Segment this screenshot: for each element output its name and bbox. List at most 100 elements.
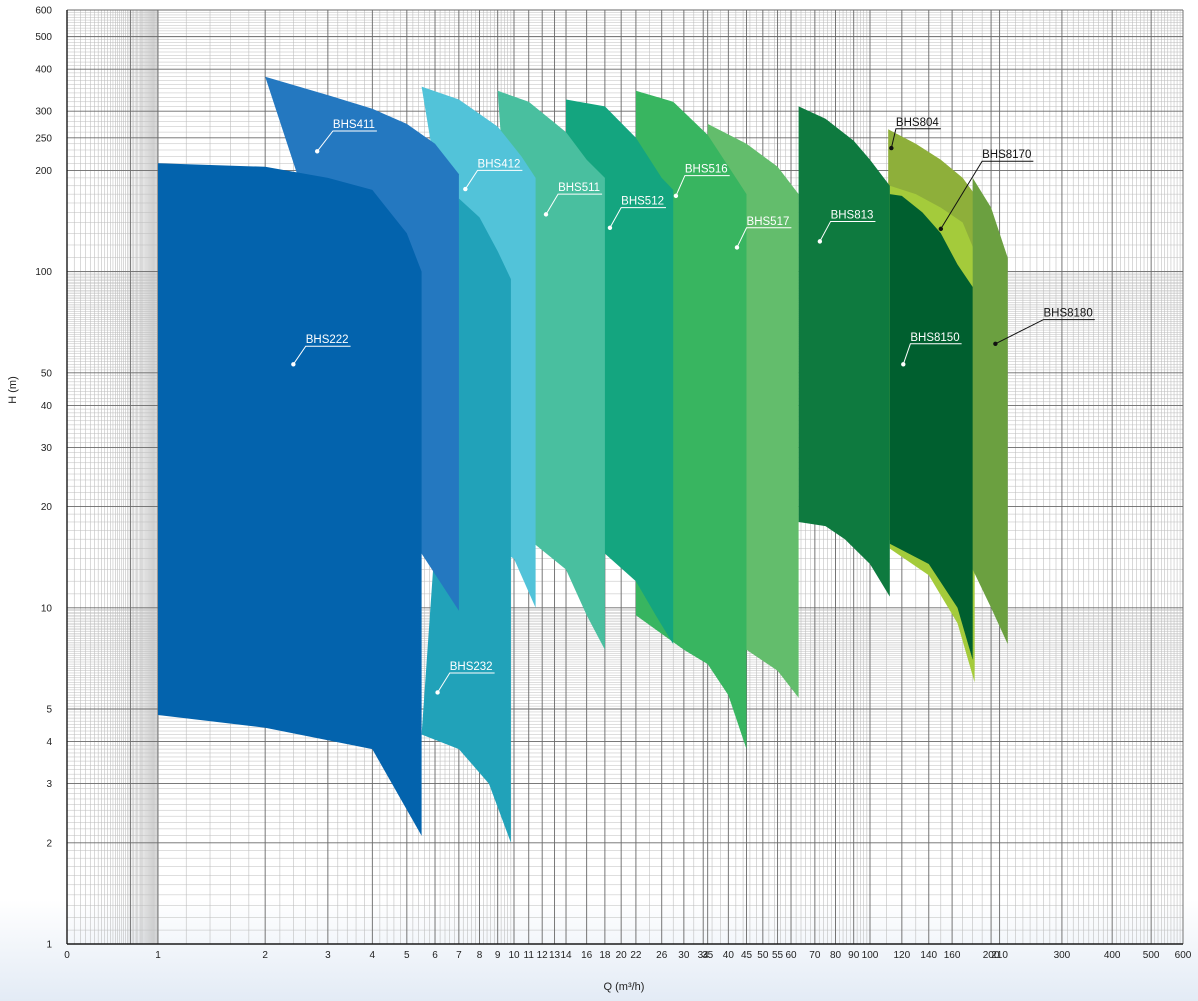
x-tick-label: 7 (456, 950, 462, 961)
x-tick-label: 0 (64, 950, 70, 961)
y-tick-label: 50 (41, 368, 53, 379)
x-tick-label: 6 (432, 950, 438, 961)
series-label-bhs8180: BHS8180 (993, 308, 1095, 346)
y-tick-label: 1 (46, 940, 52, 951)
series-area-bhs8150 (889, 194, 973, 660)
x-tick-label: 20 (616, 950, 628, 961)
label-leader-line (437, 672, 495, 693)
series-label-text: BHS411 (333, 119, 375, 131)
series-label-text: BHS8180 (1044, 308, 1093, 320)
series-labels: BHS222 BHS411 BHS412 BHS232 BHS511 BHS512 BHS5… (291, 117, 1095, 695)
x-tick-label: 2 (262, 950, 268, 961)
label-leader-line (609, 207, 667, 229)
x-tick-label: 500 (1143, 950, 1160, 961)
y-tick-label: 100 (35, 267, 52, 278)
x-tick-label: 5 (404, 950, 410, 961)
series-label-bhs516: BHS516 (673, 164, 730, 199)
x-tick-label: 22 (630, 950, 642, 961)
series-label-bhs8170: BHS8170 (938, 149, 1034, 232)
label-leader-line (292, 345, 351, 365)
series-label-bhs8150: BHS8150 (901, 332, 962, 367)
y-tick-label: 200 (35, 166, 52, 177)
x-tick-label: 210 (991, 950, 1008, 961)
chart-bottom-fade (0, 900, 1198, 1001)
series-label-bhs511: BHS511 (543, 182, 603, 217)
label-leader-line (316, 130, 377, 152)
x-tick-label: 90 (848, 950, 860, 961)
axes (66, 10, 1183, 945)
series-label-bhs411: BHS411 (314, 119, 377, 154)
series-label-bhs222: BHS222 (291, 334, 351, 367)
series-label-text: BHS516 (685, 164, 728, 176)
y-tick-label: 2 (46, 838, 52, 849)
label-leader-line (819, 220, 876, 242)
series-label-text: BHS804 (896, 117, 939, 129)
x-tick-label: 8 (477, 950, 483, 961)
series-area-bhs222 (158, 163, 422, 836)
series-label-text: BHS8170 (982, 149, 1031, 161)
x-tick-label: 9 (495, 950, 501, 961)
x-tick-label: 40 (723, 950, 735, 961)
y-tick-label: 10 (41, 603, 53, 614)
series-label-text: BHS512 (621, 196, 664, 208)
x-tick-label: 200 (983, 950, 1000, 961)
x-tick-label: 11 (524, 950, 535, 961)
x-tick-label: 1 (155, 950, 161, 961)
x-tick-label: 600 (1175, 950, 1192, 961)
x-tick-label: 13 (549, 950, 561, 961)
label-leader-line (890, 128, 941, 149)
label-leader-line (464, 169, 523, 190)
x-tick-label: 45 (741, 950, 753, 961)
y-tick-label: 5 (46, 705, 52, 716)
x-tick-label: 12 (537, 950, 549, 961)
x-tick-label: 3 (325, 950, 331, 961)
y-tick-label: 300 (35, 107, 52, 118)
series-label-bhs804: BHS804 (889, 117, 941, 151)
label-leader-line (940, 160, 1034, 230)
label-leader-line (545, 193, 603, 215)
series-label-text: BHS517 (747, 216, 790, 228)
x-tick-label: 400 (1104, 950, 1121, 961)
series-label-bhs512: BHS512 (607, 196, 667, 230)
x-tick-label: 50 (757, 950, 769, 961)
x-tick-label: 80 (830, 950, 842, 961)
x-tick-label: 26 (656, 950, 668, 961)
series-label-text: BHS232 (450, 661, 493, 673)
y-axis-title: H (m) (7, 376, 19, 404)
y-tick-label: 20 (41, 502, 53, 513)
x-tick-label: 18 (599, 950, 611, 961)
y-tick-label: 600 (35, 6, 52, 17)
x-tick-label: 160 (944, 950, 961, 961)
x-tick-label: 100 (862, 950, 879, 961)
series-label-text: BHS412 (478, 158, 521, 170)
x-tick-label: 140 (920, 950, 937, 961)
y-tick-label: 400 (35, 65, 52, 76)
x-tick-label: 10 (508, 950, 520, 961)
series-label-text: BHS813 (831, 209, 874, 221)
x-tick-label: 35 (702, 950, 714, 961)
x-tick-label: 70 (809, 950, 821, 961)
series-label-bhs517: BHS517 (734, 216, 792, 250)
series-area-bhs8180 (972, 177, 1008, 645)
y-tick-label: 4 (46, 737, 52, 748)
series-label-bhs813: BHS813 (817, 209, 876, 244)
label-leader-line (902, 343, 962, 365)
y-tick-label: 3 (46, 779, 52, 790)
y-tick-label: 250 (35, 133, 52, 144)
label-leader-line (995, 319, 1095, 345)
x-tick-label: 120 (894, 950, 911, 961)
series-label-bhs232: BHS232 (435, 661, 495, 695)
label-leader-line (675, 175, 730, 197)
x-tick-label: 30 (678, 950, 690, 961)
x-tick-label: 34 (698, 950, 710, 961)
x-axis-title: Q (m³/h) (604, 981, 645, 993)
series-label-text: BHS511 (558, 182, 600, 194)
x-tick-label: 60 (785, 950, 797, 961)
x-tick-label: 4 (370, 950, 376, 961)
y-tick-label: 40 (41, 401, 53, 412)
label-leader-line (736, 227, 792, 248)
y-axis-tick-labels: 1 2 3 4 5 10 20 30 40 50 100 200 250 300 400 500 600 (35, 6, 52, 951)
x-tick-label: 16 (581, 950, 593, 961)
